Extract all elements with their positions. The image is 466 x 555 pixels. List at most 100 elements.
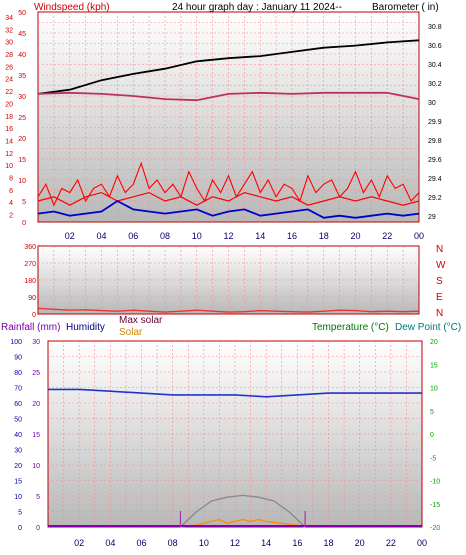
wind-tick-label: 25 [18, 115, 26, 122]
humidity-tick-label: 80 [14, 370, 22, 377]
x-tick-label: 12 [223, 231, 233, 241]
rain-tick-label: 20 [32, 401, 40, 408]
chart-title: 24 hour graph day : January 11 2024-- [172, 2, 342, 13]
dir-label-e: E [436, 292, 443, 303]
grid-lines [38, 12, 422, 527]
x-tick-label-bottom: 14 [261, 538, 271, 548]
x-tick-label-bottom: 12 [230, 538, 240, 548]
temp-tick-label: -20 [430, 525, 440, 532]
baro-tick-label: 29.9 [428, 119, 442, 126]
wind-tick-label-2: 24 [5, 77, 13, 84]
humidity-tick-label: 10 [14, 494, 22, 501]
x-tick-label-bottom: 18 [323, 538, 333, 548]
dir-label-n-bottom: N [436, 308, 443, 319]
temp-tick-label: 0 [430, 432, 434, 439]
humidity-tick-label: 90 [14, 355, 22, 362]
humidity-tick-label: 40 [14, 432, 22, 439]
temp-tick-label: -5 [430, 455, 436, 462]
wind-tick-label-2: 10 [5, 163, 13, 170]
baro-tick-label: 29 [428, 214, 436, 221]
dir-tick-label: 270 [24, 261, 36, 268]
rain-tick-label: 5 [36, 494, 40, 501]
wind-tick-label: 30 [18, 94, 26, 101]
wind-tick-label: 35 [18, 73, 26, 80]
dir-label-w: W [436, 260, 446, 271]
series-solar [180, 518, 306, 528]
x-tick-label-bottom: 22 [386, 538, 396, 548]
series-temperature_trace [37, 91, 420, 102]
x-tick-label: 10 [192, 231, 202, 241]
baro-tick-label: 29.4 [428, 176, 442, 183]
dir-tick-label: 90 [28, 295, 36, 302]
x-tick-label: 14 [255, 231, 265, 241]
wind-tick-label: 10 [18, 178, 26, 185]
x-tick-label-bottom: 10 [199, 538, 209, 548]
series-avg_wind [37, 199, 420, 219]
x-tick-label: 16 [287, 231, 297, 241]
humidity-label: Humidity [66, 322, 105, 333]
dir-tick-label: 0 [32, 312, 36, 319]
rainfall-label: Rainfall (mm) [1, 322, 60, 333]
x-tick-label-bottom: 20 [355, 538, 365, 548]
series-wind [37, 191, 420, 206]
x-tick-label-bottom: 02 [74, 538, 84, 548]
x-tick-label: 04 [96, 231, 106, 241]
x-tick-label: 08 [160, 231, 170, 241]
baro-tick-label: 30.2 [428, 81, 442, 88]
temp-tick-label: 15 [430, 362, 438, 369]
temp-tick-label: 5 [430, 409, 434, 416]
rain-tick-label: 25 [32, 370, 40, 377]
baro-tick-label: 30.8 [428, 24, 442, 31]
dir-label-s: S [436, 276, 443, 287]
series-pressure [37, 39, 420, 95]
wind-tick-label-2: 26 [5, 64, 13, 71]
baro-tick-label: 30.4 [428, 62, 442, 69]
solar-label: Solar [119, 327, 143, 338]
temperature-label: Temperature (°C) [312, 322, 389, 333]
x-tick-label: 20 [350, 231, 360, 241]
wind-tick-label-2: 32 [5, 27, 13, 34]
wind-tick-label: 45 [18, 31, 26, 38]
series-direction [37, 307, 420, 313]
x-tick-label-bottom: 00 [417, 538, 427, 548]
temp-tick-label: -10 [430, 479, 440, 486]
max-solar-label: Max solar [119, 315, 163, 326]
series-humidity [48, 388, 422, 398]
baro-tick-label: 30.6 [428, 43, 442, 50]
x-tick-label-bottom: 04 [105, 538, 115, 548]
temp-tick-label: 10 [430, 386, 438, 393]
wind-tick-label-2: 20 [5, 101, 13, 108]
barometer-label: Barometer ( in) [372, 2, 439, 13]
dir-tick-label: 180 [24, 278, 36, 285]
baro-tick-label: 29.2 [428, 195, 442, 202]
wind-tick-label-2: 18 [5, 114, 13, 121]
rain-tick-label: 15 [32, 432, 40, 439]
series-max_solar [180, 494, 306, 528]
x-tick-label: 18 [319, 231, 329, 241]
humidity-tick-label: 20 [14, 463, 22, 470]
dewpoint-label: Dew Point (°C) [395, 322, 461, 333]
rain-tick-label: 0 [36, 525, 40, 532]
humidity-tick-label: 100 [10, 339, 22, 346]
rain-tick-label: 10 [32, 463, 40, 470]
wind-tick-label: 5 [22, 199, 26, 206]
x-tick-label-bottom: 16 [292, 538, 302, 548]
wind-tick-label: 15 [18, 157, 26, 164]
wind-tick-label-2: 14 [5, 138, 13, 145]
wind-tick-label-2: 16 [5, 126, 13, 133]
temp-tick-label: -15 [430, 502, 440, 509]
wind-tick-label: 50 [18, 10, 26, 17]
x-tick-label: 06 [128, 231, 138, 241]
wind-tick-label: 0 [22, 220, 26, 227]
baro-tick-label: 29.8 [428, 138, 442, 145]
x-tick-label: 22 [382, 231, 392, 241]
series-gust [37, 161, 420, 207]
x-tick-label: 00 [414, 231, 424, 241]
dir-tick-label: 360 [24, 244, 36, 251]
x-tick-label: 02 [65, 231, 75, 241]
humidity-tick-label: 15 [14, 479, 22, 486]
wind-tick-label-2: 30 [5, 40, 13, 47]
wind-tick-label-2: 8 [9, 176, 13, 183]
humidity-tick-label: 30 [14, 448, 22, 455]
